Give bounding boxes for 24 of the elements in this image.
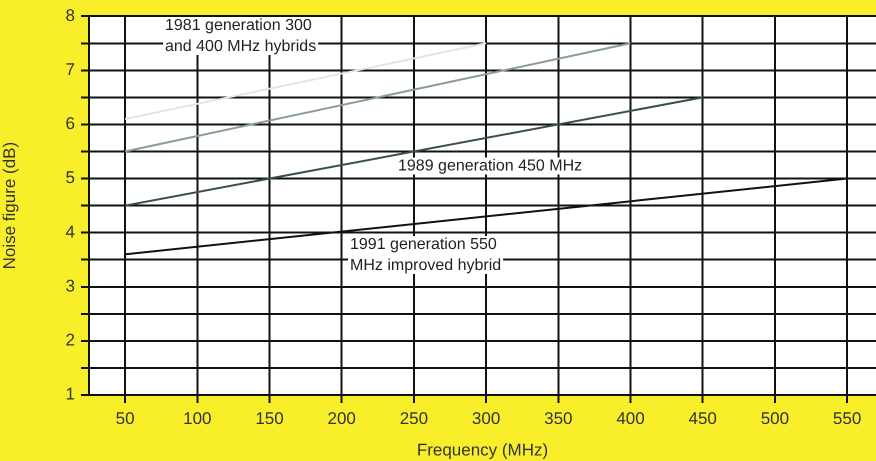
x-axis-title: Frequency (MHz) xyxy=(416,440,548,460)
x-tick-label: 250 xyxy=(400,408,428,428)
annotation: 1981 generation 300 and 400 MHz hybrids xyxy=(165,16,316,55)
y-tick-label: 4 xyxy=(66,222,75,242)
x-tick-label: 350 xyxy=(544,408,572,428)
x-tick-label: 550 xyxy=(832,408,862,428)
annotation: 1989 generation 450 MHz xyxy=(398,157,582,174)
y-tick-label: 7 xyxy=(66,60,75,79)
x-tick-label: 100 xyxy=(183,408,212,428)
x-tick-label: 300 xyxy=(472,408,500,428)
x-tick-label: 400 xyxy=(616,408,645,428)
y-tick-label: 2 xyxy=(66,330,75,350)
y-tick-label: 8 xyxy=(66,6,75,25)
annotation: 1991 generation 550 MHz improved hybrid xyxy=(350,236,502,274)
y-tick-label: 1 xyxy=(66,384,75,404)
x-tick-label: 500 xyxy=(760,408,790,428)
x-tick-label: 150 xyxy=(255,408,284,428)
y-tick-label: 5 xyxy=(66,168,75,188)
x-tick-label: 200 xyxy=(328,408,356,428)
x-tick-label: 50 xyxy=(116,408,135,428)
y-axis-title: Noise figure (dB) xyxy=(0,142,19,270)
y-tick-label: 3 xyxy=(66,276,75,296)
y-tick-label: 6 xyxy=(66,114,75,134)
x-tick-label: 450 xyxy=(688,408,717,428)
